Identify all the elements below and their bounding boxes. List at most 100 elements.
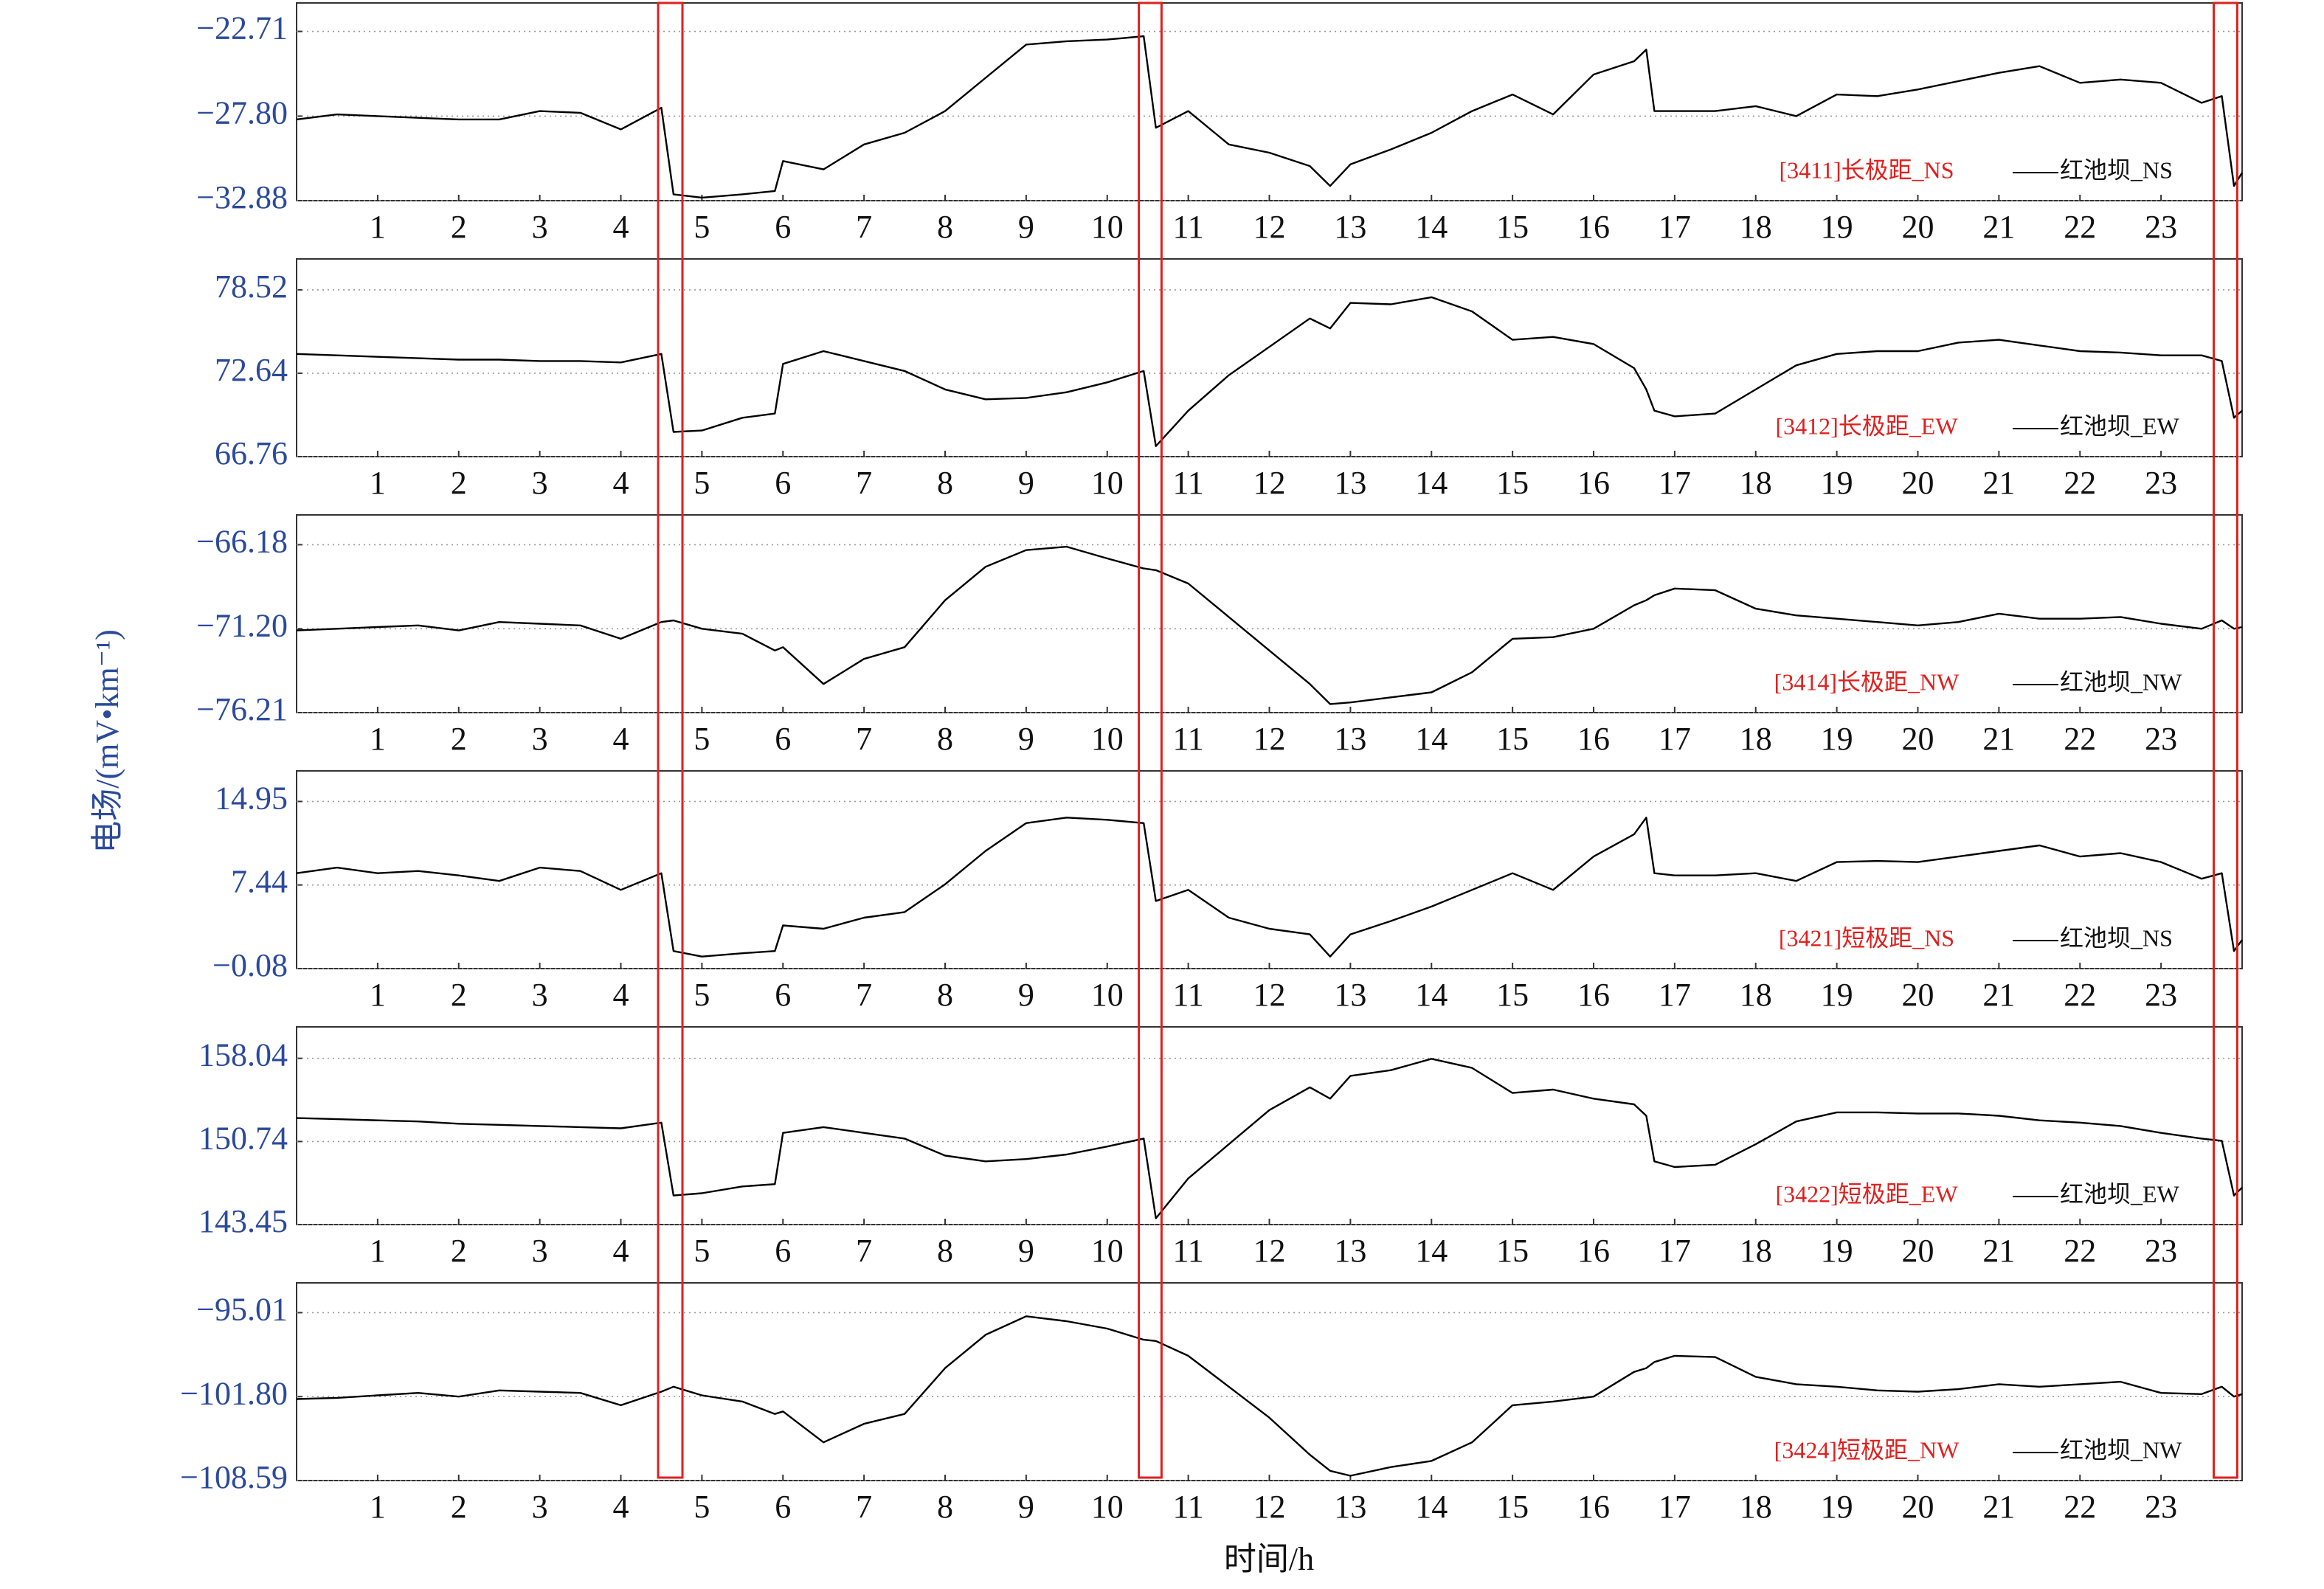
x-tick-label: 7 [856, 209, 872, 245]
x-tick-label: 21 [1982, 1489, 2015, 1525]
x-tick-label: 12 [1253, 977, 1286, 1013]
x-tick-label: 7 [856, 977, 872, 1013]
y-tick-label: 66.76 [215, 435, 288, 471]
highlight-box [657, 1, 684, 1479]
x-tick-label: 11 [1172, 721, 1203, 757]
x-tick-label: 3 [532, 465, 548, 501]
x-tick-label: 14 [1415, 1233, 1448, 1269]
data-line [296, 817, 2243, 958]
x-tick-label: 19 [1821, 465, 1853, 501]
x-tick-label: 4 [613, 1489, 629, 1525]
y-tick-label: −32.88 [196, 179, 288, 215]
x-tick-label: 21 [1982, 209, 2015, 245]
x-tick-label: 2 [451, 977, 467, 1013]
legend-label: 红池坝_NW [2060, 1436, 2182, 1463]
x-tick-label: 11 [1172, 465, 1203, 501]
x-tick-label: 3 [532, 1489, 548, 1525]
legend-label: 红池坝_EW [2060, 1180, 2180, 1207]
x-tick-label: 3 [532, 209, 548, 245]
x-tick-label: 9 [1018, 1233, 1034, 1269]
x-tick-label: 14 [1415, 977, 1448, 1013]
y-tick-label: 14.95 [215, 780, 288, 817]
x-tick-label: 5 [694, 1233, 710, 1269]
x-tick-label: 21 [1982, 465, 2015, 501]
x-tick-label: 9 [1018, 465, 1034, 501]
x-tick-label: 13 [1334, 977, 1366, 1013]
x-tick-label: 18 [1740, 465, 1772, 501]
x-tick-label: 3 [532, 977, 548, 1013]
x-tick-label: 12 [1253, 209, 1286, 245]
legend-label: 红池坝_NS [2060, 156, 2173, 183]
data-line [296, 35, 2244, 199]
x-tick-label: 1 [370, 977, 386, 1013]
y-tick-label: −0.08 [212, 947, 288, 983]
channel-label: [3412]长极距_EW [1775, 412, 1958, 439]
x-tick-label: 16 [1577, 721, 1610, 757]
x-tick-label: 17 [1659, 977, 1691, 1013]
channel-label: [3424]短极距_NW [1774, 1436, 1960, 1463]
x-tick-label: 5 [694, 209, 710, 245]
x-tick-label: 15 [1496, 1489, 1529, 1525]
y-tick-label: −108.59 [180, 1459, 288, 1495]
highlight-box [2213, 1, 2238, 1479]
legend-label: 红池坝_NW [2060, 668, 2182, 695]
x-tick-label: 19 [1821, 209, 1853, 245]
x-tick-label: 23 [2145, 977, 2177, 1013]
x-tick-label: 17 [1659, 1489, 1691, 1525]
x-tick-label: 2 [451, 721, 467, 757]
x-tick-label: 19 [1821, 721, 1853, 757]
x-tick-label: 22 [2064, 1233, 2096, 1269]
data-line [296, 1058, 2243, 1219]
x-tick-label: 18 [1740, 1233, 1772, 1269]
x-tick-label: 14 [1415, 1489, 1448, 1525]
x-tick-label: 22 [2064, 1489, 2096, 1525]
x-tick-label: 6 [775, 209, 791, 245]
x-tick-label: 22 [2064, 721, 2096, 757]
x-tick-label: 4 [613, 721, 629, 757]
x-tick-label: 13 [1334, 1489, 1366, 1525]
x-tick-label: 5 [694, 721, 710, 757]
x-tick-label: 11 [1172, 977, 1203, 1013]
x-tick-label: 22 [2064, 209, 2096, 245]
x-tick-label: 9 [1018, 721, 1034, 757]
x-tick-label: 6 [775, 1233, 791, 1269]
x-tick-label: 1 [370, 465, 386, 501]
x-tick-label: 17 [1659, 721, 1691, 757]
x-tick-label: 16 [1577, 977, 1610, 1013]
channel-label: [3411]长极距_NS [1779, 156, 1954, 183]
x-axis-label: 时间/h [1224, 1541, 1314, 1577]
x-tick-label: 4 [613, 977, 629, 1013]
x-tick-label: 14 [1415, 721, 1448, 757]
x-tick-label: 7 [856, 721, 872, 757]
x-tick-label: 15 [1496, 721, 1529, 757]
x-tick-label: 23 [2145, 1233, 2177, 1269]
x-tick-label: 9 [1018, 977, 1034, 1013]
y-tick-label: 78.52 [215, 269, 288, 305]
x-tick-label: 16 [1577, 1489, 1610, 1525]
data-line [296, 296, 2243, 447]
channel-label: [3422]短极距_EW [1775, 1180, 1958, 1207]
x-tick-label: 2 [451, 1233, 467, 1269]
x-tick-label: 10 [1091, 977, 1124, 1013]
x-tick-label: 15 [1496, 209, 1529, 245]
x-tick-label: 4 [613, 209, 629, 245]
x-tick-label: 15 [1496, 465, 1529, 501]
x-tick-label: 15 [1496, 977, 1529, 1013]
x-tick-label: 6 [775, 721, 791, 757]
x-tick-label: 22 [2064, 977, 2096, 1013]
x-tick-label: 22 [2064, 465, 2096, 501]
x-tick-label: 6 [775, 1489, 791, 1525]
x-tick-label: 15 [1496, 1233, 1529, 1269]
x-tick-label: 12 [1253, 465, 1286, 501]
x-tick-label: 18 [1740, 209, 1772, 245]
x-tick-label: 12 [1253, 1489, 1286, 1525]
x-tick-label: 11 [1172, 209, 1203, 245]
x-tick-label: 4 [613, 465, 629, 501]
y-tick-label: −101.80 [180, 1375, 288, 1411]
x-tick-label: 20 [1902, 209, 1934, 245]
x-tick-label: 21 [1982, 977, 2015, 1013]
x-tick-label: 14 [1415, 209, 1448, 245]
channel-label: [3414]长极距_NW [1774, 668, 1960, 695]
x-tick-label: 1 [370, 209, 386, 245]
legend-label: 红池坝_EW [2060, 412, 2180, 439]
